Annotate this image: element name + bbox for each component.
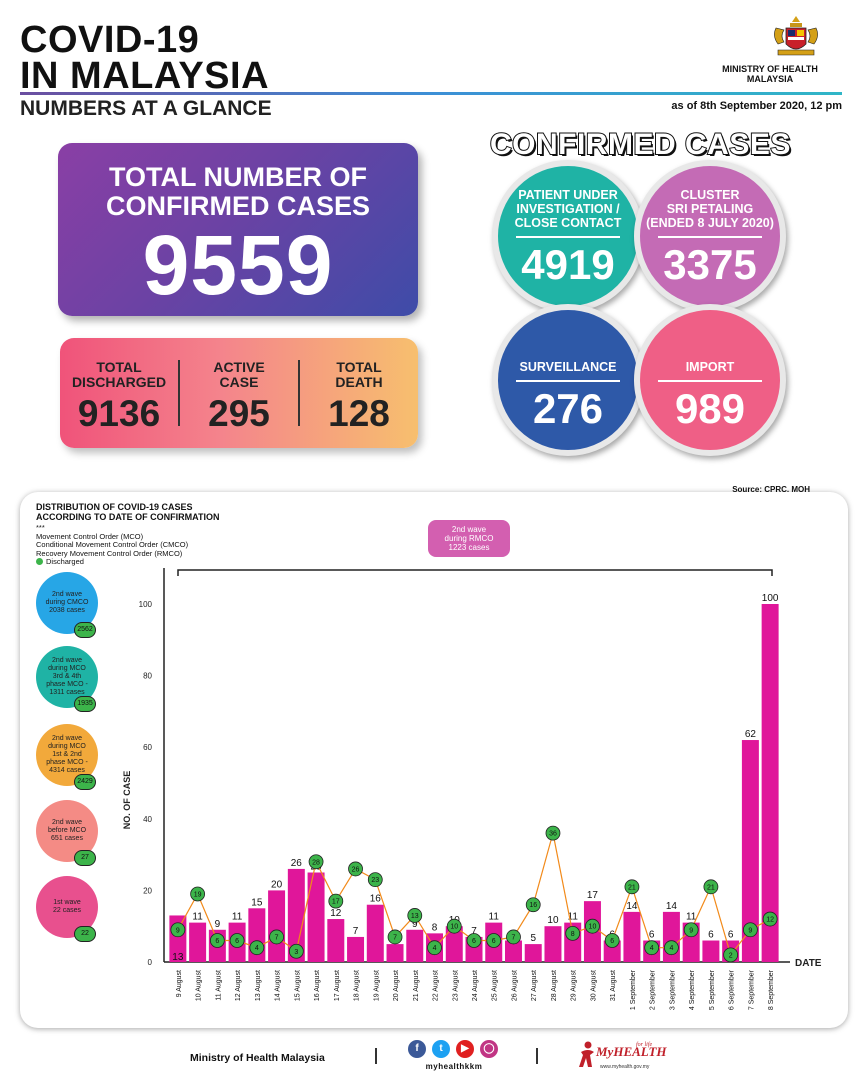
title-line-2: IN MALAYSIA <box>20 55 270 97</box>
youtube-icon[interactable]: ▶ <box>456 1040 474 1058</box>
myhealth-logo: MyHEALTH for life www.myhealth.gov.my <box>578 1040 667 1074</box>
legend-discharged-label: Discharged <box>46 557 84 566</box>
total-confirmed-label: TOTAL NUMBER OF CONFIRMED CASES <box>105 162 370 221</box>
instagram-icon[interactable]: ◯ <box>480 1040 498 1058</box>
legend-stars: *** <box>36 523 45 532</box>
bubble-surveillance-label: SURVEILLANCE <box>519 360 617 374</box>
footer-divider <box>375 1048 377 1064</box>
stat-death-label: TOTAL DEATH <box>335 359 383 390</box>
wave-circle: 2nd wave during MCO 1st & 2nd phase MCO … <box>36 724 98 786</box>
header-divider <box>20 92 842 95</box>
as-of-timestamp: as of 8th September 2020, 12 pm <box>671 100 842 112</box>
stat-death: TOTAL DEATH 128 <box>300 338 418 448</box>
legend-cmco: Conditional Movement Control Order (CMCO… <box>36 540 189 549</box>
bubble-cluster-sri-petaling: CLUSTER SRI PETALING (ENDED 8 JULY 2020)… <box>634 160 786 312</box>
stat-active-label: ACTIVE CASE <box>213 359 265 390</box>
bubble-pui-close-contact: PATIENT UNDER INVESTIGATION / CLOSE CONT… <box>492 160 644 312</box>
legend-rmco: Recovery Movement Control Order (RMCO) <box>36 548 183 558</box>
footer-divider <box>536 1048 538 1064</box>
legend-mco: Movement Control Order (MCO) <box>36 531 144 541</box>
bubble-cluster-label: CLUSTER SRI PETALING (ENDED 8 JULY 2020) <box>646 188 774 230</box>
bubble-divider <box>658 380 762 382</box>
stat-divider <box>178 360 180 426</box>
stat-discharged: TOTAL DISCHARGED 9136 <box>60 338 178 448</box>
bubble-import-value: 989 <box>674 385 746 432</box>
total-confirmed-card: TOTAL NUMBER OF CONFIRMED CASES 9559 <box>58 143 418 316</box>
page-title: COVID-19 IN MALAYSIA <box>20 19 270 97</box>
wave-circle: 2nd wave before MCO 651 cases <box>36 800 98 862</box>
myhealth-name: MyHEALTH <box>596 1044 667 1059</box>
stat-discharged-label: TOTAL DISCHARGED <box>71 359 167 390</box>
total-confirmed-value: 9559 <box>142 218 334 312</box>
bubble-pui-value: 4919 <box>521 241 615 288</box>
bubble-import: IMPORT 989 <box>634 304 786 456</box>
wave-discharged-badge: 27 <box>74 850 96 866</box>
summary-stats-card: TOTAL DISCHARGED 9136 ACTIVE CASE 295 TO… <box>60 338 418 448</box>
bubble-cluster-value: 3375 <box>663 241 757 288</box>
stat-active: ACTIVE CASE 295 <box>180 338 298 448</box>
confirmed-cases-title: CONFIRMED CASES <box>489 127 791 162</box>
stat-death-value: 128 <box>328 393 390 434</box>
malaysia-crest-logo <box>774 16 818 56</box>
wave-discharged-badge: 22 <box>74 926 96 942</box>
social-links: f t ▶ ◯ myhealthkkm <box>408 1040 500 1076</box>
wave-circle: 1st wave 22 cases <box>36 876 98 938</box>
bubble-surveillance-value: 276 <box>532 385 604 432</box>
bubble-divider <box>516 236 620 238</box>
twitter-icon[interactable]: t <box>432 1040 450 1058</box>
bubble-divider <box>516 380 620 382</box>
source-note: Source: CPRC, MOH <box>732 485 810 494</box>
chart-title: DISTRIBUTION OF COVID-19 CASES ACCORDING… <box>36 502 220 522</box>
discharged-dot-icon <box>36 558 43 565</box>
rmco-wave-label: 2nd wave during RMCO 1223 cases <box>428 520 510 557</box>
wave-discharged-badge: 2562 <box>74 622 96 638</box>
myhealth-tagline: for life <box>636 1042 653 1048</box>
legend-discharged: Discharged <box>36 557 188 567</box>
footer: Ministry of Health Malaysia f t ▶ ◯ myhe… <box>0 1038 864 1078</box>
stat-discharged-value: 9136 <box>77 393 161 434</box>
stat-divider <box>298 360 300 426</box>
title-line-1: COVID-19 <box>20 19 200 61</box>
bubble-divider <box>658 236 762 238</box>
wave-discharged-badge: 2429 <box>74 774 96 790</box>
myhealth-figure-icon <box>579 1041 594 1067</box>
page-subtitle: NUMBERS AT A GLANCE <box>20 97 272 120</box>
chart-panel <box>20 492 848 1028</box>
ministry-label: MINISTRY OF HEALTH MALAYSIA <box>722 64 818 84</box>
bubble-pui-label: PATIENT UNDER INVESTIGATION / CLOSE CONT… <box>514 188 622 230</box>
bubble-import-label: IMPORT <box>685 360 735 374</box>
footer-ministry: Ministry of Health Malaysia <box>190 1052 325 1064</box>
stat-active-value: 295 <box>208 393 270 434</box>
social-handle[interactable]: myhealthkkm <box>425 1062 483 1071</box>
bubble-surveillance: SURVEILLANCE 276 <box>492 304 644 456</box>
chart-legend: *** Movement Control Order (MCO) Conditi… <box>36 523 189 567</box>
myhealth-url[interactable]: www.myhealth.gov.my <box>600 1064 650 1070</box>
wave-discharged-badge: 1935 <box>74 696 96 712</box>
facebook-icon[interactable]: f <box>408 1040 426 1058</box>
